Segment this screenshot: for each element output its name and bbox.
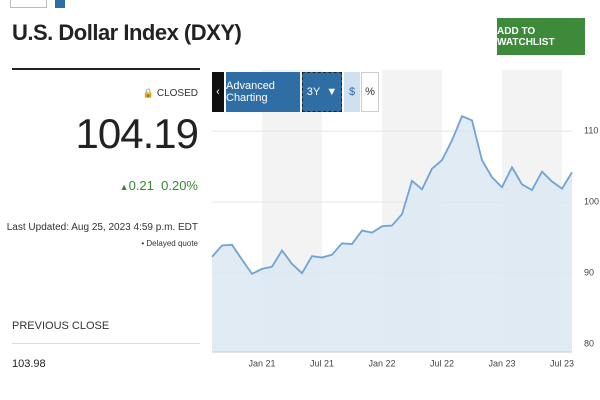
page-title: U.S. Dollar Index (DXY) [12,20,242,45]
previous-close: 103.98 [12,358,46,370]
x-tick-label: Jan 22 [368,358,395,368]
price: 104.19 [75,110,199,157]
change-percent: 0.20% [161,178,198,193]
previous-close-label: PREVIOUS CLOSE [12,320,110,332]
range-text: 3Y [306,86,321,98]
area [212,116,572,352]
y-tick-label: 110 [584,125,598,135]
percent-toggle[interactable]: % [361,72,379,112]
delayed: • Delayed quote [141,239,198,248]
y-tick-label: 80 [584,339,594,349]
change-value: 0.21 [128,178,154,193]
delay-text: Delayed quote [146,239,198,248]
x-tick-label: Jul 22 [430,358,454,368]
search-box[interactable] [10,0,47,8]
market-status: 🔒 CLOSED [142,88,198,99]
line [211,114,573,276]
range-select[interactable]: 3Y ▼ [302,72,342,112]
y-tick-label: 100 [584,196,599,206]
divider [12,68,200,70]
advanced-charting[interactable]: Advanced Charting [226,72,300,112]
divider [12,343,200,344]
change: ▲0.21 0.20% [119,178,198,193]
dollar-toggle[interactable]: $ [344,72,360,112]
search-button[interactable] [55,0,65,8]
x-tick-label: Jul 23 [550,358,574,368]
back-button[interactable]: ‹ [212,72,224,112]
y-tick-label: 90 [584,268,594,278]
x-tick-label: Jan 21 [248,358,275,368]
x-tick-label: Jan 23 [488,358,515,368]
status-text: CLOSED [156,88,198,99]
x-tick-label: Jul 21 [310,358,334,368]
last-updated: Last Updated: Aug 25, 2023 4:59 p.m. EDT [6,222,198,233]
watchlist-button[interactable]: ADD TO WATCHLIST [497,18,585,55]
